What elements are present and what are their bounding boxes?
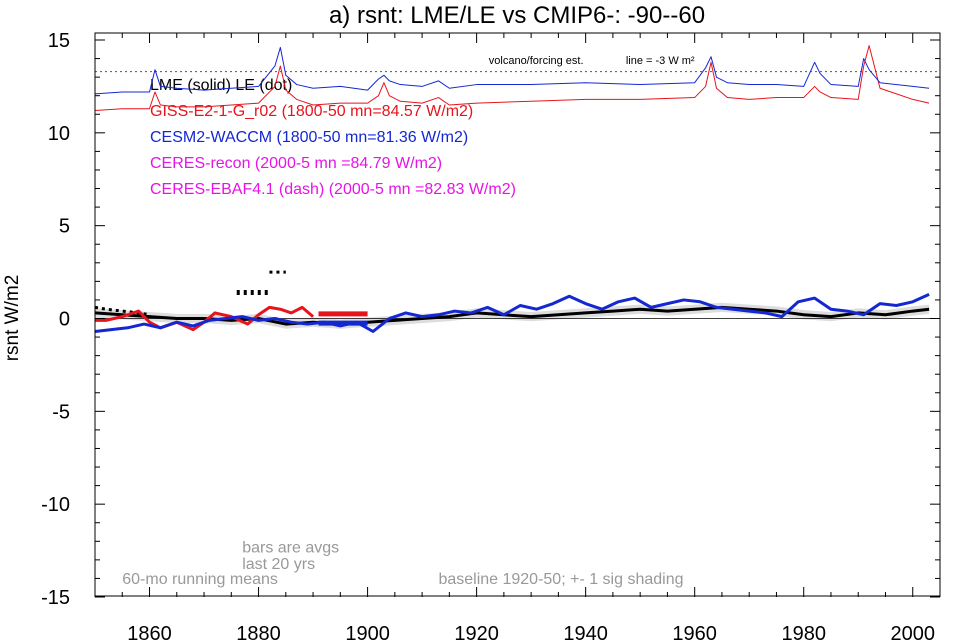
x-tick-label: 1960	[672, 623, 717, 641]
series-line-3	[94, 292, 930, 333]
y-tick-label: 15	[48, 30, 70, 52]
plot-area	[94, 45, 940, 333]
legend-entry: CERES-recon (2000-5 mn =84.79 W/m2)	[150, 155, 442, 172]
x-tick-label: 1980	[781, 623, 826, 641]
legend-entry: LME (solid) LE (dot)	[150, 77, 292, 94]
legend-entry: CERES-EBAF4.1 (dash) (2000-5 mn =82.83 W…	[150, 181, 516, 198]
y-tick-label: 5	[59, 216, 70, 238]
annotation-line: line = -3 W m²	[626, 55, 695, 67]
y-axis-label: rsnt W/m2	[2, 275, 23, 362]
annotation-volcano: volcano/forcing est.	[489, 55, 584, 67]
axes: 1860 1880 1900 1920 1940 1960 1980 2000 -15 -10 -5…	[41, 30, 941, 641]
chart-title: a) rsnt: LME/LE vs CMIP6-: -90--60	[329, 2, 705, 29]
x-tick-label: 1940	[563, 623, 608, 641]
y-tick-label: 0	[59, 309, 70, 331]
series-line-5	[94, 46, 930, 95]
y-tick-label: 10	[48, 123, 70, 145]
annotation-bars1: bars are avgs	[242, 539, 339, 556]
x-tick-label: 1860	[127, 623, 172, 641]
legend: LME (solid) LE (dot) GISS-E2-1-G_r02 (180…	[150, 77, 516, 198]
plot-frame	[94, 32, 941, 597]
annotations: volcano/forcing est. line = -3 W m² bars a…	[122, 55, 695, 588]
series-line-1	[94, 305, 150, 317]
series-line-4	[94, 45, 930, 112]
annotation-baseline: baseline 1920-50; +- 1 sig shading	[438, 571, 683, 588]
x-tick-label: 2000	[890, 623, 935, 641]
y-tick-label: -5	[52, 401, 70, 423]
x-tick-label: 1920	[454, 623, 499, 641]
annotation-bars2: last 20 yrs	[242, 556, 315, 573]
legend-entry: GISS-E2-1-G_r02 (1800-50 mn=84.57 W/m2)	[150, 103, 473, 120]
x-tick-label: 1880	[236, 623, 281, 641]
y-tick-label: -15	[41, 587, 70, 609]
legend-entry: CESM2-WACCM (1800-50 mn=81.36 W/m2)	[150, 129, 468, 146]
series-line-2	[95, 305, 315, 332]
annotation-running: 60-mo running means	[122, 571, 278, 588]
y-tick-label: -10	[41, 494, 70, 516]
x-tick-label: 1900	[345, 623, 390, 641]
